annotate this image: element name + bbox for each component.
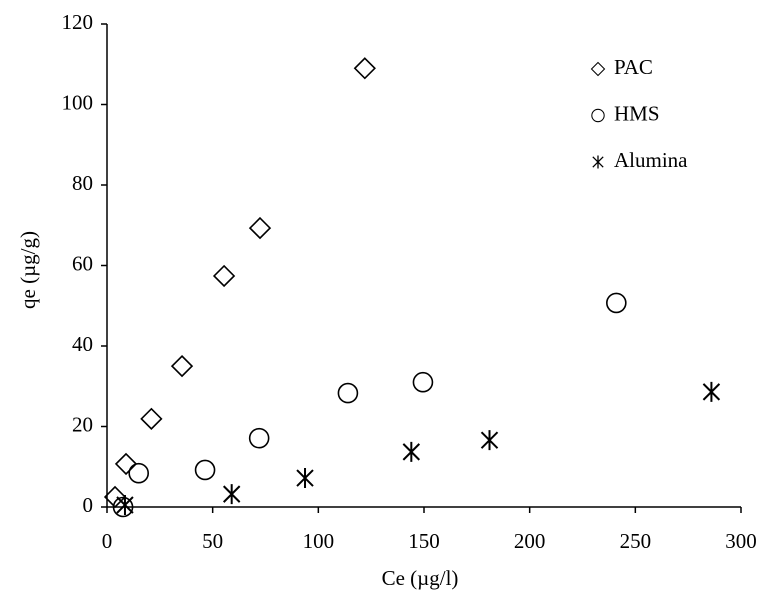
point <box>402 441 421 462</box>
x-tick-label: 250 <box>620 529 652 553</box>
y-tick-label: 40 <box>72 332 93 356</box>
point <box>702 381 721 402</box>
point <box>480 430 499 451</box>
legend-label: Alumina <box>614 148 688 172</box>
y-tick-label: 0 <box>83 493 94 517</box>
point <box>296 468 314 489</box>
point <box>248 216 272 240</box>
x-tick-label: 0 <box>102 529 113 553</box>
legend-label: PAC <box>614 55 653 79</box>
point <box>412 371 434 393</box>
x-tick-label: 300 <box>725 529 757 553</box>
point <box>103 485 127 509</box>
point <box>212 264 236 288</box>
x-tick-label: 200 <box>514 529 546 553</box>
y-axis-label: qe (µg/g) <box>16 231 40 309</box>
y-tick-label: 60 <box>72 251 93 275</box>
point <box>353 57 376 80</box>
y-tick-label: 100 <box>62 90 94 114</box>
point <box>116 494 134 515</box>
point <box>170 354 194 378</box>
point <box>140 407 163 430</box>
x-tick-label: 100 <box>303 529 335 553</box>
point <box>128 462 149 484</box>
y-tick-label: 80 <box>72 171 93 195</box>
x-tick-label: 50 <box>202 529 223 553</box>
point <box>194 459 216 481</box>
point <box>337 382 359 404</box>
point <box>606 292 627 314</box>
legend-marker <box>592 155 604 169</box>
legend-marker <box>591 108 605 123</box>
x-tick-label: 150 <box>408 529 440 553</box>
point <box>248 427 270 449</box>
point <box>222 484 241 505</box>
y-tick-label: 120 <box>62 10 94 34</box>
legend-marker <box>590 61 606 77</box>
y-tick-label: 20 <box>72 412 93 436</box>
legend-label: HMS <box>614 101 660 125</box>
point <box>114 452 138 476</box>
x-axis-label: Ce (µg/l) <box>382 566 459 590</box>
point <box>112 496 134 518</box>
